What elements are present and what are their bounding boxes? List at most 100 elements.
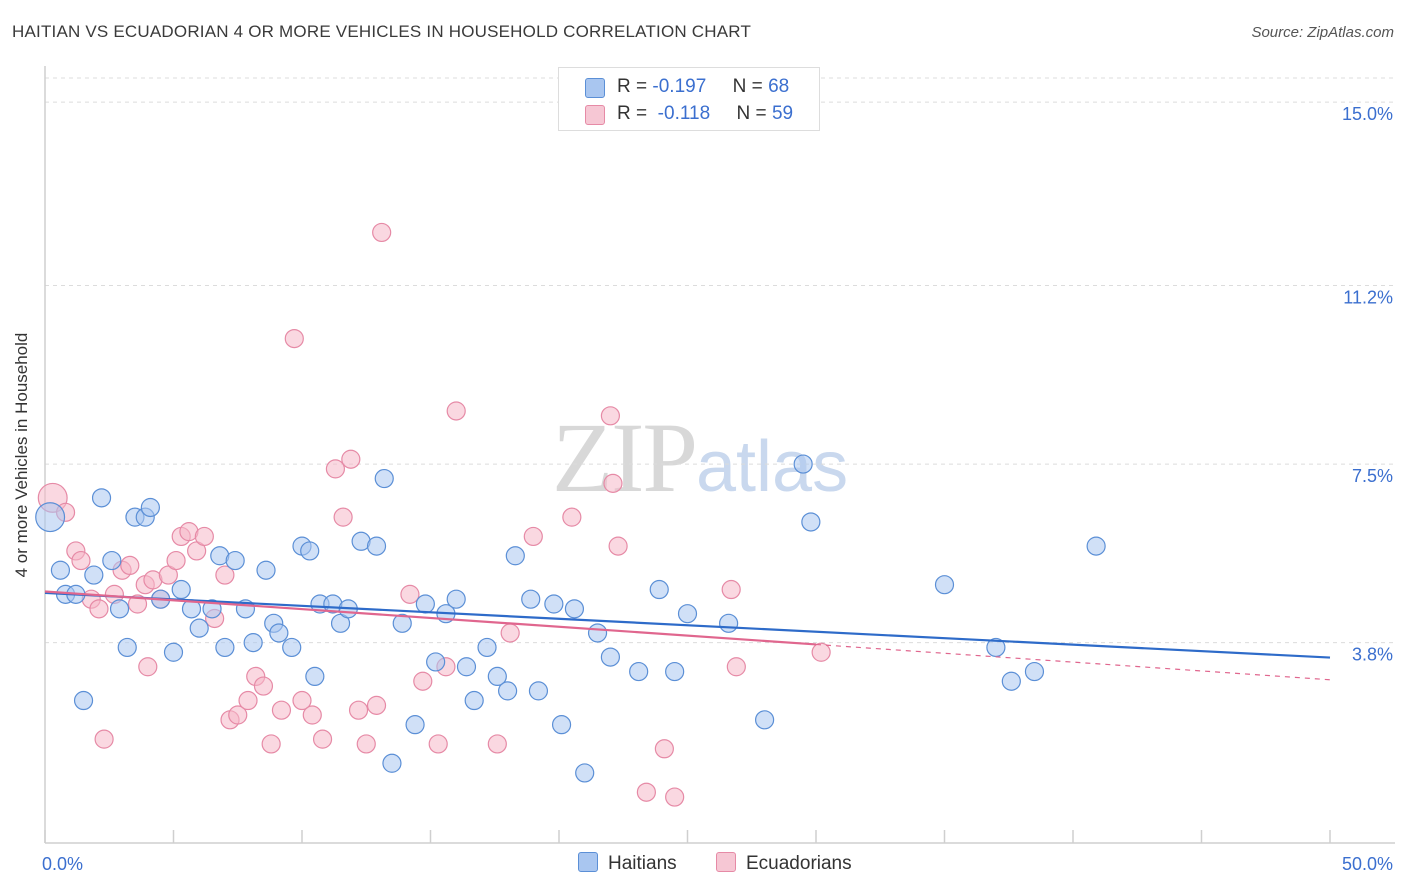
ecuadorians-point [138,657,158,677]
ecuadorians-point [238,690,258,711]
ecuadorians-point [127,594,148,614]
haitians-point [487,666,507,687]
chart-title: HAITIAN VS ECUADORIAN 4 OR MORE VEHICLES… [12,22,752,41]
ecuadorians-point [228,705,248,725]
haitians-point [415,594,435,614]
bottom-legend-haitians-label: Haitians [608,853,677,874]
legend-n-label: N = [732,76,763,97]
ecuadorians-point [71,550,91,571]
ecuadorians-point [600,406,621,426]
haitians-point [1086,536,1106,556]
bottom-legend-haitians: Haitians [578,852,677,875]
ecuadorians-point [487,734,507,754]
haitians-point [793,454,813,474]
haitians-point [225,550,245,571]
haitians-point [498,681,518,701]
tick-labels: 3.8% 7.5% 11.2% 15.0% 0.0% 50.0% [42,104,1393,874]
haitians-point [665,661,685,682]
haitians-point [171,579,191,600]
y-axis-label: 4 or more Vehicles in Household [12,332,31,578]
y-tick-label: 3.8% [1352,645,1393,665]
y-tick-label: 7.5% [1352,466,1393,486]
haitians-point [256,560,276,580]
haitians-swatch [585,78,605,98]
haitians-point [456,657,477,677]
legend-n-label: N = [736,103,767,124]
haitians-point [544,594,564,614]
haitians-point [719,613,739,633]
haitians-point [84,565,104,585]
x-tick-label: 50.0% [1342,854,1393,874]
haitians-point [50,560,71,580]
haitians-point [521,589,541,609]
haitians-point [269,623,289,643]
ecuadorians-point [562,507,582,527]
ecuadorians-point [366,695,387,715]
ecuadorians-point [284,328,304,349]
source-label: Source: ZipAtlas.com [1251,24,1394,41]
ecuadorians-point [400,584,420,604]
ecuadorians-point [523,526,543,547]
haitians-points [35,454,1106,783]
gridlines [45,77,1395,644]
watermark-atlas: atlas [696,427,849,507]
haitians-point [91,488,112,508]
ecuadorians-point [194,526,214,547]
legend: R = -0.197 N = 68 R = -0.118 N = 59 [558,67,820,131]
ecuadorians-point [636,782,656,802]
x-tick-label: 0.0% [42,854,83,874]
haitians-point [1024,661,1045,682]
ecuadorians-point [665,787,685,807]
ecuadorians-swatch [585,105,605,125]
ecuadorians-point [372,222,392,243]
haitians-point [305,666,325,687]
ecuadorians-point [333,507,353,527]
trend-lines [44,590,1331,681]
y-tick-label: 15.0% [1342,104,1393,124]
legend-r-label: R = [617,103,648,124]
watermark: ZIPatlas [552,400,848,515]
ecuadorians-point [215,565,235,585]
haitians-point [189,618,209,638]
haitians-point [564,599,585,619]
haitians-point [366,536,387,556]
ecuadorians-point [261,734,281,754]
haitians-point [35,502,66,533]
trend-line-solid [44,591,1331,659]
haitians-point [117,637,137,658]
haitians-point [215,637,235,658]
ecuadorians-point [428,734,448,754]
y-tick-label: 11.2% [1343,288,1393,308]
ecuadorians-point [253,676,274,696]
axes [44,66,1395,844]
haitians-point [243,633,263,653]
haitians-point [551,715,572,735]
haitians-point [140,497,160,518]
haitians-point [505,546,525,566]
ecuadorians-point [341,449,361,469]
ecuadorians-point [721,579,741,600]
watermark-zip: ZIP [552,402,698,513]
ecuadorians-point [446,401,466,421]
haitians-point [300,541,320,561]
ecuadorians-point [603,473,623,493]
ecuadorians-point [292,690,312,711]
ecuadorians-point [811,642,831,662]
haitians-point [405,715,425,735]
haitians-n-value: 68 [768,76,790,97]
ecuadorians-point [356,734,376,754]
bottom-legend-ecuadorians-label: Ecuadorians [746,853,852,874]
haitians-point [677,604,698,624]
haitians-point [934,575,955,595]
ecuadorians-point [89,599,109,619]
ecuadorians-point [654,739,674,759]
ecuadorians-point [94,729,114,749]
haitians-point [649,579,669,600]
haitians-point [163,642,184,662]
ecuadorians-r-value: -0.118 [657,103,711,124]
haitians-point [528,681,549,701]
ecuadorians-points [37,222,831,807]
ecuadorians-point [271,700,292,720]
haitians-point [102,550,122,571]
ecuadorians-point [500,623,520,643]
